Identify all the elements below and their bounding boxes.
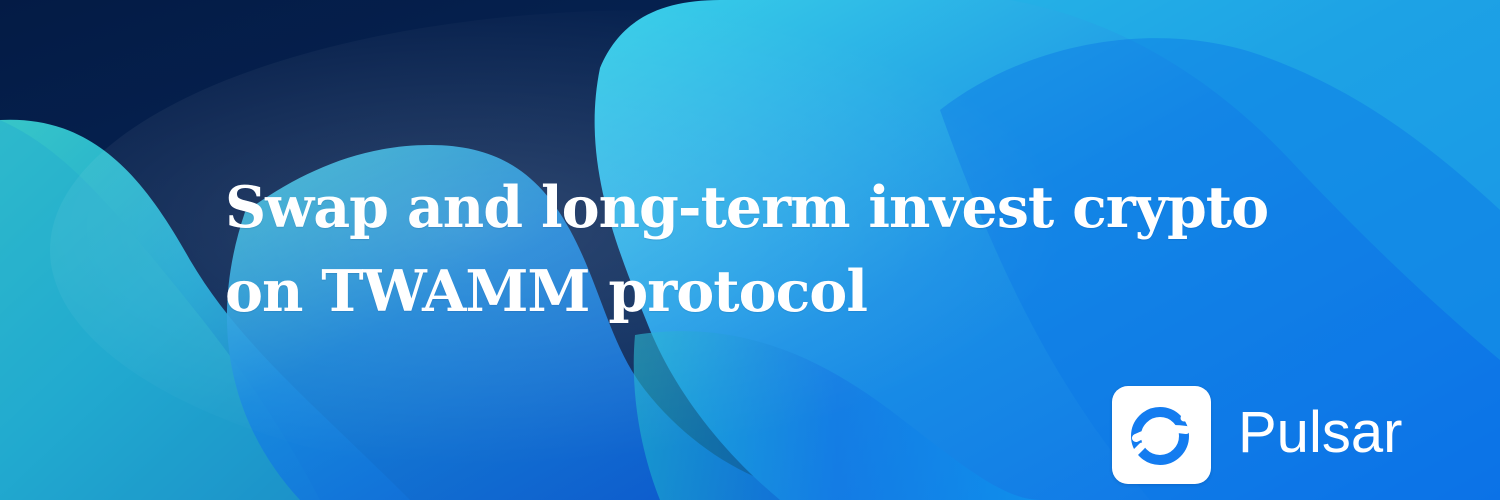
brand-lockup: Pulsar: [1112, 386, 1472, 484]
brand-name: Pulsar: [1238, 400, 1403, 465]
pulsar-logo-icon: [1131, 407, 1195, 465]
brand-logo: [1112, 386, 1211, 484]
headline-line-2: on TWAMM protocol: [225, 258, 868, 325]
headline: Swap and long-term invest crypto on TWAM…: [225, 166, 1345, 334]
headline-line-1: Swap and long-term invest crypto: [225, 174, 1269, 241]
